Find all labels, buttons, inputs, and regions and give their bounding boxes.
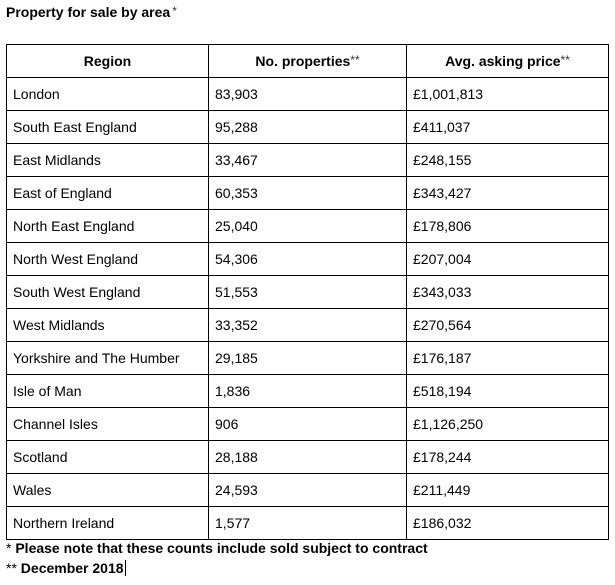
table-row: Isle of Man 1,836 £518,194 [6,374,609,408]
header-region: Region [6,44,209,78]
footnote-mark: * [6,540,12,556]
region-cell: Wales [6,473,209,507]
footnote-mark: ** [6,560,17,576]
table-row: Channel Isles 906 £1,126,250 [6,407,609,441]
count-cell: 1,577 [208,506,407,540]
page-title: Property for sale by area * [6,3,177,22]
price-cell: £248,155 [406,143,609,177]
price-cell: £1,001,813 [406,77,609,111]
count-cell: 54,306 [208,242,407,276]
region-cell: Channel Isles [6,407,209,441]
price-cell: £270,564 [406,308,609,342]
footnote-text: December 2018 [20,560,124,576]
region-cell: North East England [6,209,209,243]
count-cell: 24,593 [208,473,407,507]
header-properties: No. properties** [208,44,407,78]
table-row: West Midlands 33,352 £270,564 [6,308,609,342]
table-row: Wales 24,593 £211,449 [6,473,609,507]
price-cell: £178,806 [406,209,609,243]
price-cell: £176,187 [406,341,609,375]
header-properties-mark: ** [350,52,360,67]
title-footnote-mark: * [172,4,177,18]
table-row: East of England 60,353 £343,427 [6,176,609,210]
count-cell: 33,467 [208,143,407,177]
count-cell: 51,553 [208,275,407,309]
region-cell: East Midlands [6,143,209,177]
footnote-date[interactable]: ** December 2018 [6,559,126,577]
table-row: Scotland 28,188 £178,244 [6,440,609,474]
table-row: Northern Ireland 1,577 £186,032 [6,506,609,540]
count-cell: 33,352 [208,308,407,342]
region-cell: North West England [6,242,209,276]
price-cell: £518,194 [406,374,609,408]
region-cell: South West England [6,275,209,309]
header-price-label: Avg. asking price [445,52,561,69]
table-header-row: Region No. properties** Avg. asking pric… [6,44,609,78]
footnote-text: Please note that these counts include so… [15,540,428,556]
count-cell: 83,903 [208,77,407,111]
table-row: South East England 95,288 £411,037 [6,110,609,144]
header-region-label: Region [83,52,132,69]
price-cell: £211,449 [406,473,609,507]
header-properties-label: No. properties [255,52,351,69]
price-cell: £178,244 [406,440,609,474]
footnote-sold-subject-to-contract: * Please note that these counts include … [6,539,428,557]
region-cell: Scotland [6,440,209,474]
region-cell: Yorkshire and The Humber [6,341,209,375]
table-row: South West England 51,553 £343,033 [6,275,609,309]
table-row: East Midlands 33,467 £248,155 [6,143,609,177]
region-cell: South East England [6,110,209,144]
count-cell: 95,288 [208,110,407,144]
count-cell: 29,185 [208,341,407,375]
table-row: North East England 25,040 £178,806 [6,209,609,243]
region-cell: London [6,77,209,111]
region-cell: West Midlands [6,308,209,342]
count-cell: 28,188 [208,440,407,474]
property-table: Region No. properties** Avg. asking pric… [6,44,609,540]
count-cell: 25,040 [208,209,407,243]
region-cell: Isle of Man [6,374,209,408]
count-cell: 60,353 [208,176,407,210]
header-price-mark: ** [560,52,570,67]
text-cursor [124,560,126,576]
region-cell: Northern Ireland [6,506,209,540]
title-text: Property for sale by area [6,4,171,20]
price-cell: £186,032 [406,506,609,540]
price-cell: £1,126,250 [406,407,609,441]
price-cell: £343,033 [406,275,609,309]
price-cell: £207,004 [406,242,609,276]
count-cell: 1,836 [208,374,407,408]
table-row: North West England 54,306 £207,004 [6,242,609,276]
header-price: Avg. asking price** [406,44,609,78]
price-cell: £411,037 [406,110,609,144]
table-row: London 83,903 £1,001,813 [6,77,609,111]
region-cell: East of England [6,176,209,210]
count-cell: 906 [208,407,407,441]
table-row: Yorkshire and The Humber 29,185 £176,187 [6,341,609,375]
price-cell: £343,427 [406,176,609,210]
